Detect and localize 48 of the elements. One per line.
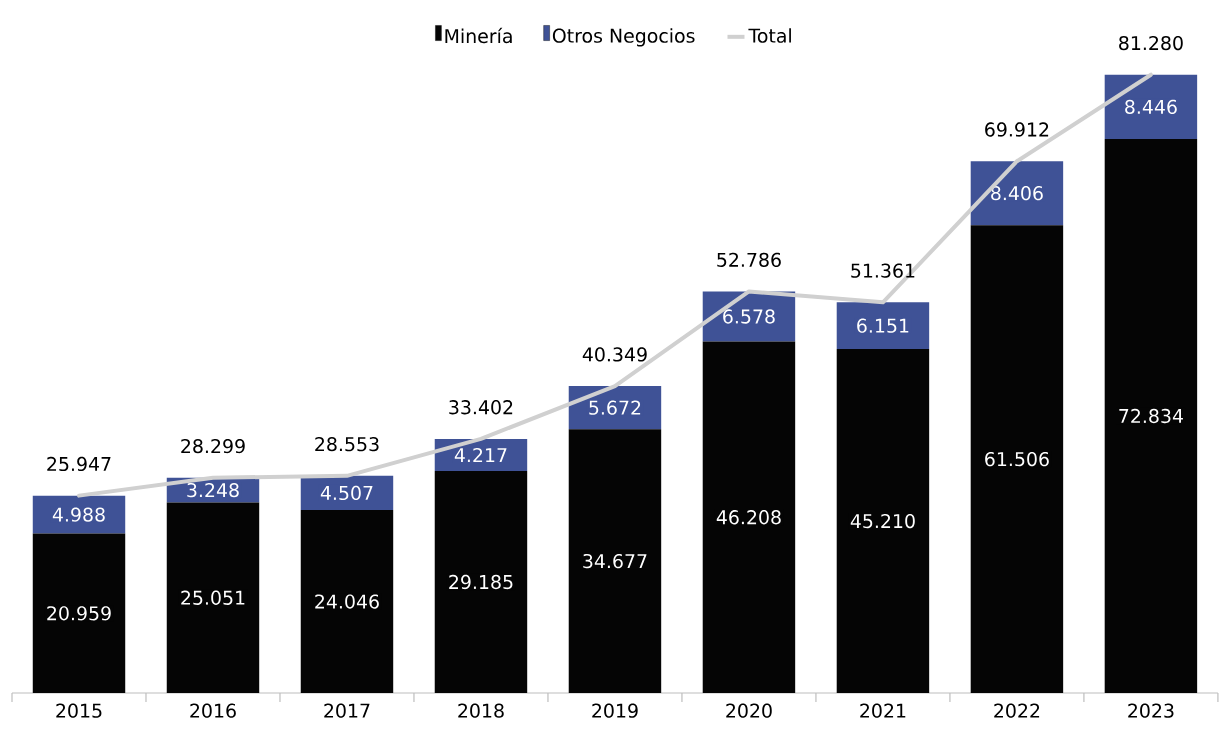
data-label: 69.912 [985,122,1049,137]
data-label: 29.185 [449,574,513,590]
x-tick-label: 2017 [324,703,370,718]
data-label: 8.406 [991,186,1043,201]
data-label: 61.506 [985,451,1049,467]
data-label: 20.959 [47,606,111,621]
bar [970,225,1064,693]
data-label: 25.051 [181,590,245,605]
data-label: 3.248 [187,482,239,498]
data-label: 51.361 [851,263,915,278]
x-tick-label: 2019 [592,703,638,718]
bar [702,341,796,693]
bar [836,349,930,693]
x-tick-label: 2018 [458,703,504,718]
data-label: 33.402 [449,400,513,415]
data-label: 46.208 [716,510,781,525]
data-label: 4.507 [320,485,373,501]
data-label: 6.578 [723,309,775,324]
data-label: 45.210 [850,513,915,529]
bar [166,502,260,693]
x-tick-label: 2020 [726,703,772,718]
bar [300,510,394,693]
data-label: 52.786 [717,252,781,267]
data-label: 72.834 [1119,408,1183,424]
legend-label: Total [748,28,791,43]
data-label: 4.217 [454,447,507,462]
legend-label: Minería [445,27,512,44]
bar [434,471,528,693]
data-label: 25.947 [47,456,111,472]
bar [568,429,662,693]
bar [32,533,126,693]
data-label: 4.988 [52,507,105,522]
data-label: 8.446 [1125,99,1177,114]
bar [1104,138,1198,693]
x-tick-label: 2015 [56,703,102,718]
legend-label: Otros Negocios [552,28,695,47]
data-label: 6.151 [857,318,909,333]
x-tick-label: 2023 [1128,703,1174,718]
data-label: 28.299 [181,438,245,454]
x-tick-label: 2022 [994,703,1040,718]
data-label: 28.553 [315,436,379,452]
data-label: 24.046 [315,594,379,609]
data-label: 40.349 [582,347,647,362]
data-label: 34.677 [583,553,647,569]
data-label: 81.280 [1119,35,1183,51]
data-label: 5.672 [589,400,641,415]
x-tick-label: 2021 [860,703,906,718]
x-tick-label: 2016 [190,703,236,718]
